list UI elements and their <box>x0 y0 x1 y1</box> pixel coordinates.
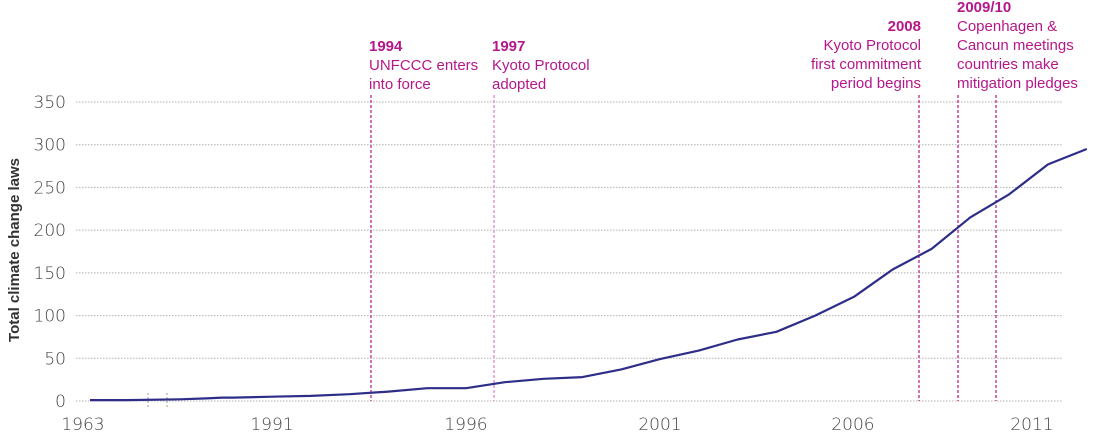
x-tick-label: 1963 <box>61 415 104 435</box>
x-tick-label: 2006 <box>831 415 874 435</box>
annotation-year: 2008 <box>888 18 921 35</box>
y-tick-label: 300 <box>34 136 66 156</box>
event-annotations: 1994 UNFCCC enters into force 1997 Kyoto Pro… <box>369 0 1078 93</box>
y-axis-ticks: 0 50 100 150 200 250 300 350 <box>34 93 66 412</box>
series-line <box>90 147 1088 402</box>
annotation-1994: 1994 UNFCCC enters into force <box>369 38 478 93</box>
annotation-text: period begins <box>831 75 921 92</box>
annotation-text: into force <box>369 76 431 93</box>
y-tick-label: 150 <box>34 264 66 284</box>
annotation-text: first commitment <box>811 56 922 73</box>
annotation-text: Cancun meetings <box>957 37 1074 54</box>
y-axis-label: Total climate change laws <box>6 158 23 342</box>
annotation-2008: 2008 Kyoto Protocol first commitment period… <box>811 18 922 92</box>
y-tick-label: 200 <box>34 221 66 241</box>
annotation-2009-10: 2009/10 Copenhagen & Cancun meetings countr… <box>957 0 1078 92</box>
x-tick-label: 1991 <box>250 415 293 435</box>
y-tick-label: 250 <box>34 178 66 198</box>
event-marker-lines <box>370 95 997 401</box>
gridlines <box>76 101 1062 402</box>
axis-break-marks <box>147 393 168 408</box>
x-tick-label: 2011 <box>1010 415 1053 435</box>
x-axis-ticks: 1963 1991 1996 2001 2006 2011 <box>61 415 1053 435</box>
annotation-year: 1997 <box>492 38 525 55</box>
y-tick-label: 0 <box>55 392 66 412</box>
annotation-text: Copenhagen & <box>957 18 1057 35</box>
annotation-text: mitigation pledges <box>957 75 1078 92</box>
y-tick-label: 350 <box>34 93 66 113</box>
annotation-year: 1994 <box>369 38 403 55</box>
y-tick-label: 100 <box>34 307 66 327</box>
x-tick-label: 2001 <box>638 415 681 435</box>
annotation-text: adopted <box>492 76 546 93</box>
annotation-text: UNFCCC enters <box>369 57 478 74</box>
annotation-year: 2009/10 <box>957 0 1011 16</box>
annotation-text: countries make <box>957 56 1059 73</box>
annotation-1997: 1997 Kyoto Protocol adopted <box>492 38 590 93</box>
x-tick-label: 1996 <box>444 415 487 435</box>
annotation-text: Kyoto Protocol <box>492 57 590 74</box>
annotation-text: Kyoto Protocol <box>823 37 921 54</box>
y-tick-label: 50 <box>44 349 66 369</box>
